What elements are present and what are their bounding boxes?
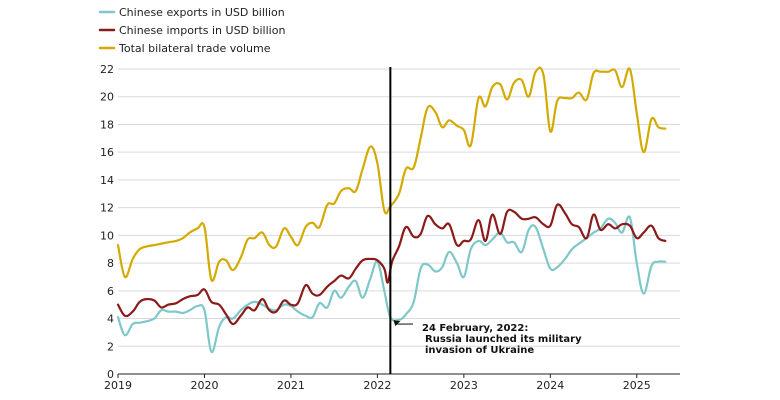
x-tick-label-2023: 2023 <box>450 379 478 392</box>
legend-label-chinese-imports-in-usd-billion: Chinese imports in USD billion <box>119 24 285 37</box>
x-tick-label-2022: 2022 <box>363 379 391 392</box>
y-tick-label-4: 4 <box>107 313 114 326</box>
x-tick-label-2024: 2024 <box>536 379 564 392</box>
annotation-text-line-2: Russia launched its military <box>425 334 582 345</box>
annotation-text-line-3: invasion of Ukraine <box>425 345 534 356</box>
legend-label-chinese-exports-in-usd-billion: Chinese exports in USD billion <box>119 6 285 19</box>
x-tick-label-2025: 2025 <box>623 379 651 392</box>
legend: Chinese exports in USD billion Chinese im… <box>98 6 285 55</box>
grid-lines <box>118 68 680 347</box>
event-marker: 24 February, 2022:Russia launched its mi… <box>389 67 582 374</box>
y-tick-label-0: 0 <box>107 368 114 381</box>
series-lines <box>116 66 667 353</box>
y-tick-label-16: 16 <box>100 146 114 159</box>
y-tick-label-20: 20 <box>100 91 114 104</box>
y-tick-label-8: 8 <box>107 257 114 270</box>
annotation-arrow-head <box>393 320 401 327</box>
legend-label-total-bilateral-trade-volume: Total bilateral trade volume <box>118 42 271 55</box>
x-tick-label-2020: 2020 <box>190 379 218 392</box>
y-tick-label-12: 12 <box>100 202 114 215</box>
y-tick-label-14: 14 <box>100 174 114 187</box>
series-line-total-bilateral-trade-volume <box>116 66 667 282</box>
y-tick-label-22: 22 <box>100 63 114 76</box>
y-tick-label-18: 18 <box>100 118 114 131</box>
y-tick-label-10: 10 <box>100 229 114 242</box>
y-tick-label-2: 2 <box>107 340 114 353</box>
x-tick-label-2021: 2021 <box>277 379 305 392</box>
x-tick-label-2019: 2019 <box>104 379 132 392</box>
y-tick-label-6: 6 <box>107 285 114 298</box>
annotation-text-line-1: 24 February, 2022: <box>422 323 528 334</box>
